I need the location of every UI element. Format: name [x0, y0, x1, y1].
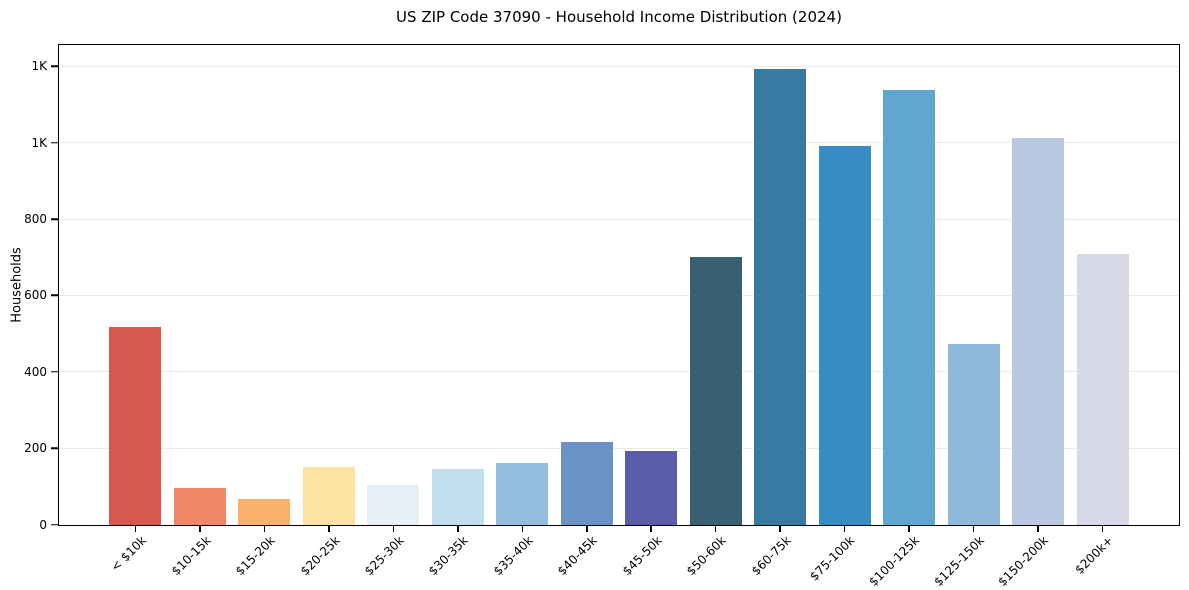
- y-tick-label-0: 0: [39, 517, 47, 532]
- bar-35-40k: [496, 463, 549, 525]
- x-tick-mark-25-30k: [392, 526, 395, 532]
- x-tick-label-25-30k: $25-30k: [361, 533, 407, 579]
- y-tick-mark-600: [51, 294, 58, 297]
- x-tick-mark-60-75k: [779, 526, 781, 532]
- bar-10k: [109, 326, 162, 525]
- bar-slot-35-40k: [490, 45, 555, 525]
- x-tick-label-125-150k: $125-150k: [930, 533, 987, 589]
- x-tick-label-45-50k: $45-50k: [619, 533, 665, 579]
- x-tick-label-150-200k: $150-200k: [995, 533, 1052, 589]
- x-tick-mark-10-15k: [199, 526, 201, 532]
- x-tick-mark-45-50k: [650, 526, 652, 532]
- y-tick-mark-1000: [51, 142, 58, 144]
- x-tick-label-15-20k: $15-20k: [232, 533, 278, 579]
- x-tick-mark-35-40k: [521, 526, 524, 532]
- x-tick-mark-20-25k: [328, 526, 330, 532]
- plot-area: [58, 44, 1180, 526]
- bar-45-50k: [625, 450, 678, 525]
- x-tick-label-10k: < $10k: [108, 533, 149, 575]
- bar-125-150k: [947, 344, 1000, 525]
- bar-75-100k: [818, 146, 871, 525]
- bar-slot-60-75k: [748, 45, 813, 525]
- bar-slot-25-30k: [361, 45, 426, 525]
- y-tick-mark-400: [51, 371, 58, 373]
- bar-10-15k: [173, 487, 226, 525]
- bar-slot-200k: [1071, 45, 1136, 525]
- x-tick-label-100-125k: $100-125k: [866, 533, 923, 589]
- y-tick-label-800: 800: [24, 212, 47, 227]
- bar-150-200k: [1012, 138, 1065, 525]
- gridline-200: [59, 447, 1179, 449]
- x-tick-label-60-75k: $60-75k: [748, 533, 794, 579]
- gridline-1200: [59, 66, 1179, 67]
- y-tick-label-200: 200: [24, 441, 47, 456]
- bar-20-25k: [302, 467, 355, 525]
- y-tick-label-1200: 1K: [31, 59, 47, 74]
- x-tick-mark-15-20k: [263, 526, 266, 532]
- x-tick-label-35-40k: $35-40k: [490, 533, 536, 579]
- x-tick-label-50-60k: $50-60k: [683, 533, 729, 579]
- y-tick-mark-1200: [51, 65, 58, 68]
- bar-100-125k: [883, 89, 936, 525]
- bar-slot-30-35k: [426, 45, 491, 525]
- bar-slot-125-150k: [942, 45, 1007, 525]
- bar-slot-100-125k: [877, 45, 942, 525]
- bar-slot-15-20k: [232, 45, 297, 525]
- bar-50-60k: [689, 257, 742, 525]
- bar-200k: [1076, 253, 1129, 525]
- y-tick-label-1000: 1K: [31, 135, 47, 150]
- gridline-800: [59, 218, 1179, 220]
- x-tick-mark-10k: [134, 526, 137, 532]
- bar-slot-10-15k: [168, 45, 233, 525]
- y-tick-label-400: 400: [24, 364, 47, 379]
- bar-slot-10k: [103, 45, 168, 525]
- y-axis-label: Households: [9, 247, 25, 323]
- x-tick-label-10-15k: $10-15k: [168, 533, 214, 579]
- y-tick-mark-0: [51, 523, 58, 526]
- bar-slot-75-100k: [813, 45, 878, 525]
- x-tick-mark-40-45k: [586, 526, 588, 532]
- x-tick-label-75-100k: $75-100k: [807, 533, 858, 584]
- bar-40-45k: [560, 441, 613, 525]
- x-tick-label-200k: $200k+: [1071, 533, 1116, 577]
- x-tick-mark-50-60k: [714, 526, 717, 532]
- x-tick-label-30-35k: $30-35k: [426, 533, 472, 579]
- bar-slot-20-25k: [297, 45, 362, 525]
- x-tick-mark-100-125k: [908, 526, 910, 532]
- bar-30-35k: [431, 468, 484, 525]
- x-tick-mark-75-100k: [843, 526, 846, 532]
- y-tick-mark-200: [51, 447, 58, 449]
- x-tick-mark-30-35k: [457, 526, 459, 532]
- bar-slot-45-50k: [619, 45, 684, 525]
- bars-container: [59, 45, 1179, 525]
- x-tick-mark-200k: [1101, 526, 1104, 532]
- bar-60-75k: [754, 68, 807, 525]
- x-tick-mark-125-150k: [972, 526, 975, 532]
- chart-title: US ZIP Code 37090 - Household Income Dis…: [396, 8, 842, 26]
- y-tick-mark-800: [51, 218, 58, 220]
- bar-15-20k: [238, 498, 291, 525]
- bar-slot-50-60k: [684, 45, 749, 525]
- bar-25-30k: [367, 484, 420, 525]
- y-tick-label-600: 600: [24, 288, 47, 303]
- gridline-600: [59, 295, 1179, 296]
- bar-slot-150-200k: [1006, 45, 1071, 525]
- x-tick-mark-150-200k: [1037, 526, 1039, 532]
- bar-slot-40-45k: [555, 45, 620, 525]
- gridline-400: [59, 371, 1179, 373]
- x-tick-label-20-25k: $20-25k: [297, 533, 343, 579]
- gridline-1000: [59, 142, 1179, 144]
- x-tick-label-40-45k: $40-45k: [555, 533, 600, 579]
